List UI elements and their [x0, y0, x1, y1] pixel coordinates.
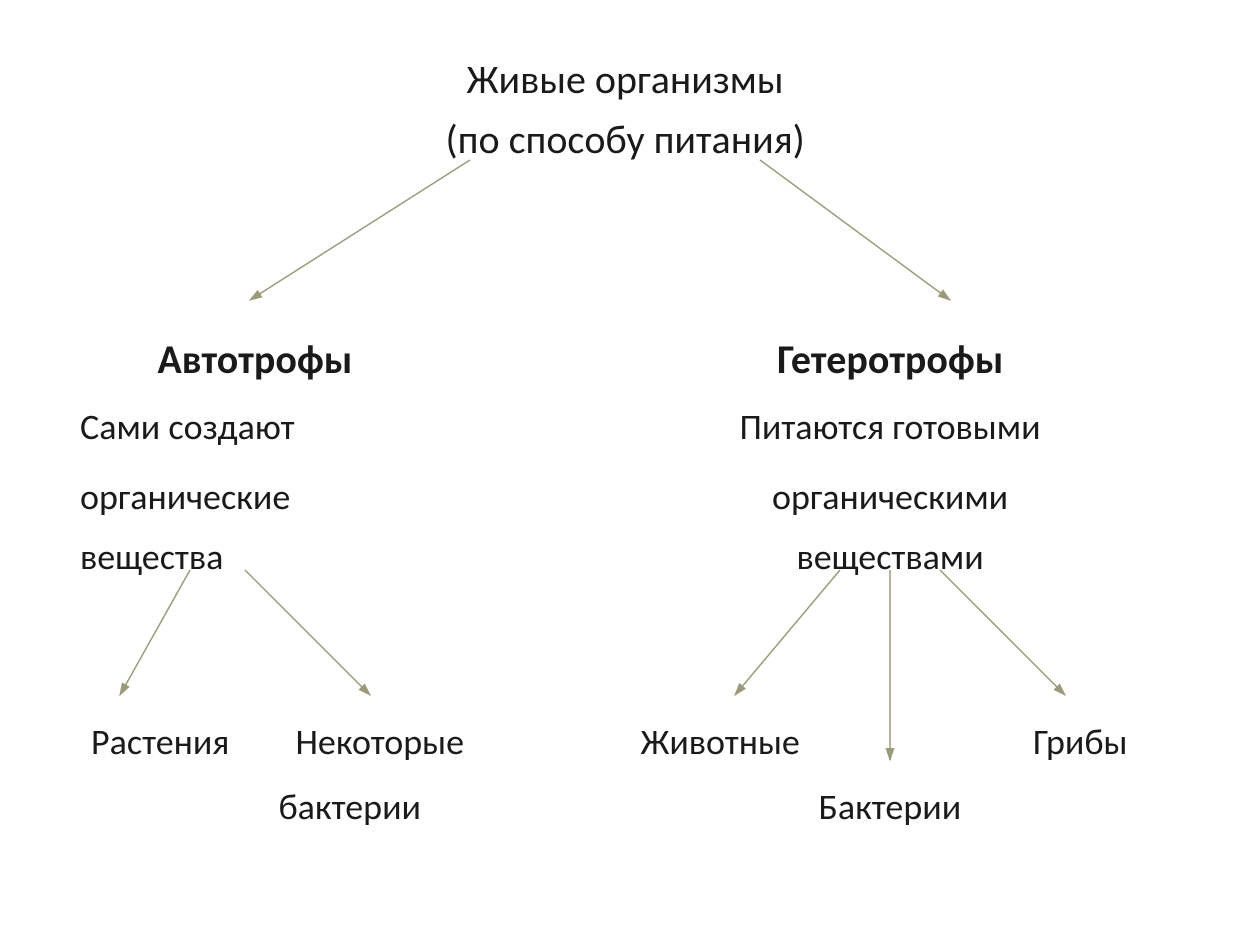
heterotrophs-desc-line3: веществами: [797, 535, 984, 580]
root-title-line1: Живые организмы: [467, 55, 784, 105]
autotrophs-desc-line2: органические: [80, 475, 290, 520]
tree-arrow: [245, 570, 370, 695]
heterotrophs-desc-line1: Питаются готовыми: [740, 405, 1041, 450]
root-title-line2: (по способу питания): [446, 115, 805, 165]
tree-arrow: [760, 160, 950, 300]
autotrophs-desc-line3: вещества: [80, 535, 223, 580]
heterotrophs-child-fungi: Грибы: [1033, 720, 1127, 765]
heterotrophs-desc-line2: органическими: [772, 475, 1008, 520]
tree-arrow: [120, 570, 190, 695]
autotrophs-child-plants: Растения: [91, 720, 229, 765]
tree-arrow: [735, 570, 840, 695]
heterotrophs-child-bacteria: Бактерии: [819, 785, 962, 830]
autotrophs-heading: Автотрофы: [158, 335, 353, 385]
heterotrophs-heading: Гетеротрофы: [777, 335, 1003, 385]
tree-arrow: [940, 570, 1065, 695]
tree-arrow: [250, 160, 470, 300]
autotrophs-desc-line1: Сами создают: [80, 405, 295, 450]
heterotrophs-child-animals: Животные: [641, 720, 800, 765]
diagram-stage: Живые организмы (по способу питания) Авт…: [0, 0, 1250, 938]
autotrophs-child-bacteria-line1: Некоторые: [296, 720, 465, 765]
autotrophs-child-bacteria-line2: бактерии: [279, 785, 422, 830]
